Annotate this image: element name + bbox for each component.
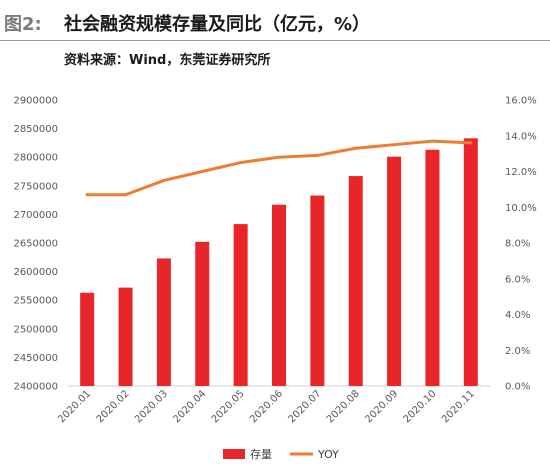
- bar: [80, 292, 95, 386]
- y-right-tick-label: 4.0%: [505, 310, 530, 321]
- y-right-tick-label: 12.0%: [505, 167, 537, 178]
- bar: [425, 149, 440, 386]
- source-note: 资料来源：Wind，东莞证券研究所: [64, 53, 271, 68]
- legend-swatch-bar: [223, 449, 245, 459]
- bar-series: [80, 138, 478, 386]
- line-point: [124, 193, 128, 197]
- bar: [233, 224, 248, 386]
- y-left-tick-label: 2900000: [13, 96, 58, 107]
- yoy-line: [85, 139, 473, 197]
- x-tick-label: 2020.03: [133, 388, 170, 425]
- figure-label: 图2:: [4, 14, 42, 35]
- x-tick-label: 2020.11: [440, 388, 477, 425]
- bar: [348, 176, 363, 386]
- x-tick-label: 2020.05: [210, 388, 247, 425]
- x-tick-label: 2020.02: [95, 388, 132, 425]
- legend-label-bar: 存量: [250, 447, 272, 461]
- bar: [387, 156, 402, 386]
- bar: [272, 204, 286, 386]
- bar: [156, 258, 171, 386]
- line-point: [85, 193, 89, 197]
- y-right-tick-label: 8.0%: [505, 239, 530, 250]
- line-point: [354, 146, 358, 150]
- bar: [463, 138, 478, 386]
- y-left-tick-label: 2600000: [13, 267, 58, 278]
- x-tick-label: 2020.10: [402, 388, 439, 425]
- line-point: [239, 161, 243, 165]
- combo-chart: 2400000 2450000 2500000 2550000 2600000 26500…: [13, 96, 537, 462]
- y-left-tick-label: 2400000: [13, 382, 58, 393]
- y-left-tick-label: 2850000: [13, 124, 58, 135]
- line-point: [469, 141, 473, 145]
- y-right-tick-label: 14.0%: [505, 131, 537, 142]
- bar: [195, 241, 210, 386]
- line-series: [85, 139, 473, 197]
- y-left-tick-label: 2750000: [13, 181, 58, 192]
- y-left-tick-label: 2800000: [13, 153, 58, 164]
- y-right-tick-label: 2.0%: [505, 346, 530, 357]
- y-right-tick-label: 16.0%: [505, 96, 537, 107]
- y-left-tick-label: 2450000: [13, 353, 58, 364]
- line-point: [430, 139, 434, 143]
- line-point: [162, 178, 166, 182]
- legend: 存量 YOY: [223, 447, 339, 461]
- x-tick-label: 2020.01: [56, 388, 93, 425]
- x-tick-label: 2020.09: [363, 388, 400, 425]
- x-tick-label: 2020.06: [248, 388, 285, 425]
- y-right-tick-label: 10.0%: [505, 203, 537, 214]
- bar: [310, 195, 325, 386]
- y-left-tick-label: 2550000: [13, 296, 58, 307]
- x-tick-label: 2020.07: [286, 388, 323, 425]
- x-tick-label: 2020.04: [171, 388, 208, 425]
- x-tick-label: 2020.08: [325, 388, 362, 425]
- figure-header: 图2: 社会融资规模存量及同比（亿元，%）: [0, 0, 550, 42]
- legend-label-line: YOY: [317, 448, 339, 461]
- line-point: [392, 143, 396, 147]
- y-left-tick-label: 2650000: [13, 239, 58, 250]
- y-left-tick-label: 2700000: [13, 210, 58, 221]
- line-point: [200, 170, 204, 173]
- line-point: [315, 153, 319, 157]
- line-point: [277, 155, 281, 159]
- bar: [118, 287, 133, 386]
- chart-title: 社会融资规模存量及同比（亿元，%）: [64, 14, 371, 35]
- y-left-tick-label: 2500000: [13, 324, 58, 335]
- title-divider: [0, 40, 550, 41]
- y-right-tick-label: 0.0%: [505, 382, 530, 393]
- y-right-tick-label: 6.0%: [505, 274, 530, 285]
